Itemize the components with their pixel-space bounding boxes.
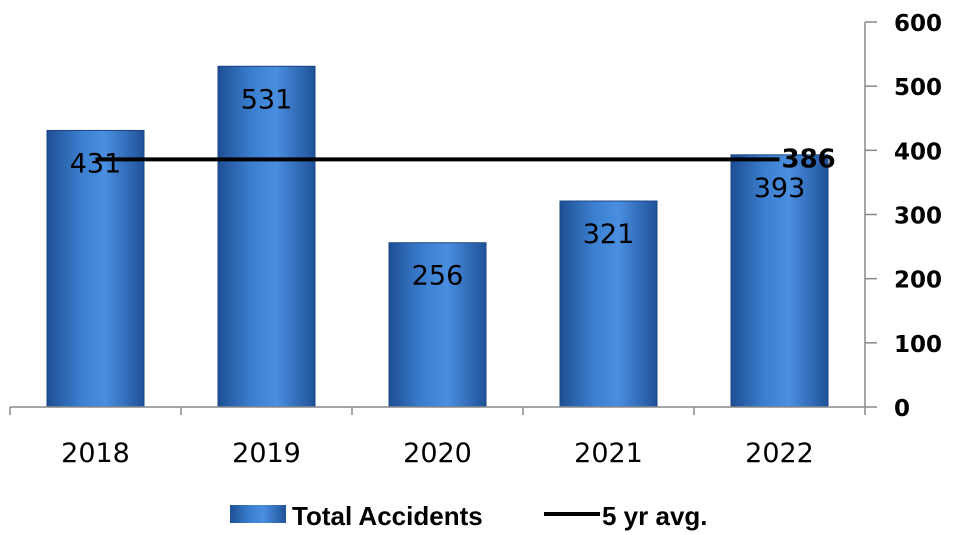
y-tick-label-500: 500	[894, 75, 942, 101]
average-line-layer: 386	[95, 144, 836, 174]
x-axis-ticks	[9, 407, 866, 415]
category-label-2022: 2022	[745, 438, 814, 469]
bar-2022	[730, 154, 829, 408]
category-label-2018: 2018	[61, 438, 130, 469]
bar-value-labels: 431 531 256 321 393	[70, 84, 806, 291]
bar-value-label-2020: 256	[412, 261, 464, 292]
y-tick-label-200: 200	[894, 268, 942, 294]
legend-label-5-yr-avg: 5 yr avg.	[602, 501, 708, 531]
y-tick-label-300: 300	[894, 204, 942, 230]
bars-layer	[46, 65, 829, 408]
bar-2019	[217, 65, 316, 408]
legend-label-total-accidents: Total Accidents	[292, 501, 483, 531]
y-tick-label-100: 100	[894, 332, 942, 358]
average-line-label: 386	[782, 144, 836, 174]
bar-value-label-2021: 321	[583, 219, 635, 250]
bar-2021	[559, 200, 658, 408]
category-label-2021: 2021	[574, 438, 643, 469]
y-tick-label-400: 400	[894, 139, 942, 165]
category-label-2019: 2019	[232, 438, 301, 469]
y-tick-label-0: 0	[894, 396, 910, 422]
legend: Total Accidents 5 yr avg.	[230, 501, 708, 531]
bar-2018	[46, 129, 145, 408]
category-label-2020: 2020	[403, 438, 472, 469]
y-axis-ticks	[865, 21, 877, 408]
bar-2020	[388, 242, 487, 408]
bar-value-label-2018: 431	[70, 148, 122, 179]
bar-value-label-2019: 531	[241, 84, 293, 115]
legend-swatch-total-accidents	[230, 505, 286, 523]
category-labels: 2018 2019 2020 2021 2022	[61, 438, 814, 469]
y-tick-label-600: 600	[894, 11, 942, 37]
y-tick-labels: 0 100 200 300 400 500 600	[894, 11, 942, 422]
bar-value-label-2022: 393	[754, 173, 806, 204]
